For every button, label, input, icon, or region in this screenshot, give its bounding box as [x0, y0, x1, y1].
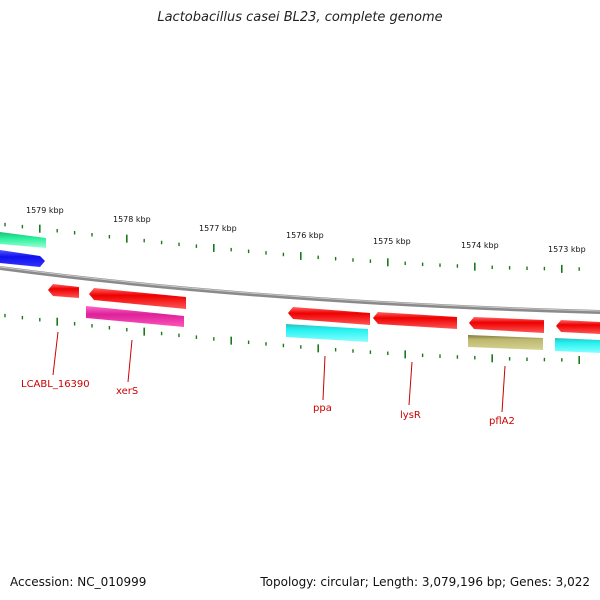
gene-feature-xers-red[interactable]: [89, 288, 186, 309]
scale-label-1578: 1578 kbp: [113, 215, 151, 224]
leader-line-xers: [127, 339, 133, 383]
accession-text: Accession: NC_010999: [10, 575, 147, 589]
map-title: Lactobacillus casei BL23, complete genom…: [157, 10, 443, 25]
outer-scale-ticks: [4, 222, 580, 273]
inner-scale-ticks: [4, 313, 581, 365]
gene-feature-xers[interactable]: [86, 306, 184, 327]
gene-feature-green[interactable]: [0, 232, 46, 248]
gene-feature-red-1576[interactable]: [288, 307, 370, 325]
leader-line-lcabl-16390: [52, 331, 59, 376]
gene-label-lysr[interactable]: lysR: [400, 410, 421, 421]
scale-label-1575: 1575 kbp: [373, 237, 411, 246]
scale-label-1577: 1577 kbp: [199, 224, 237, 233]
gene-label-ppa[interactable]: ppa: [313, 403, 332, 414]
leader-line-lysr: [408, 361, 413, 406]
gene-feature-red-1574[interactable]: [469, 317, 544, 333]
gene-feature-pfla2[interactable]: [468, 335, 543, 350]
gene-feature-red-1573[interactable]: [556, 320, 600, 334]
gene-label-pfla2[interactable]: pflA2: [489, 416, 515, 427]
genome-backbone-highlight: [0, 266, 600, 312]
gene-feature-blue[interactable]: [0, 250, 45, 267]
scale-label-1573: 1573 kbp: [548, 245, 586, 254]
gene-feature-lysr[interactable]: [373, 312, 457, 329]
genome-backbone: [0, 266, 600, 314]
gene-feature-lcabl-16390[interactable]: [48, 284, 79, 298]
leader-line-ppa: [322, 355, 326, 401]
scale-label-1574: 1574 kbp: [461, 241, 499, 250]
scale-label-1576: 1576 kbp: [286, 231, 324, 240]
genome-summary-text: Topology: circular; Length: 3,079,196 bp…: [260, 575, 590, 589]
gene-feature-cyan-1573[interactable]: [555, 338, 600, 353]
leader-line-pfla2: [501, 365, 506, 413]
gene-label-lcabl-16390[interactable]: LCABL_16390: [21, 379, 90, 390]
gene-feature-ppa[interactable]: [286, 324, 368, 342]
scale-label-1579: 1579 kbp: [26, 206, 64, 215]
gene-label-xers[interactable]: xerS: [116, 386, 138, 397]
